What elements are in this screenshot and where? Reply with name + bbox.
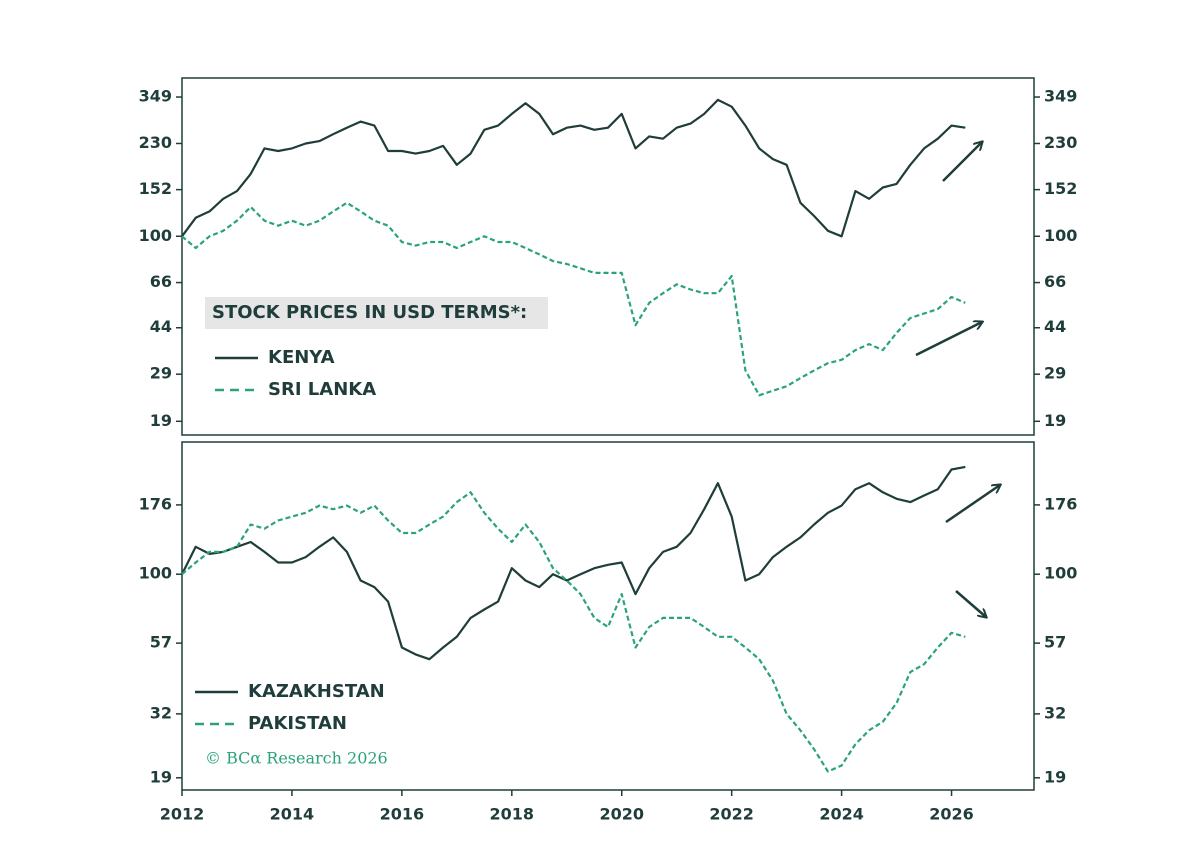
y-tick-label: 44 <box>150 317 172 336</box>
source-note: © BCα Research 2026 <box>205 749 388 768</box>
y2-tick-label: 100 <box>1044 564 1077 583</box>
legend-label: KENYA <box>268 347 335 368</box>
x-tick-label: 2014 <box>270 805 315 824</box>
y-tick-label: 19 <box>150 411 172 430</box>
y2-tick-label: 29 <box>1044 364 1066 383</box>
y2-tick-label: 100 <box>1044 226 1077 245</box>
y-tick-label: 152 <box>139 179 172 198</box>
x-tick-label: 2026 <box>929 805 974 824</box>
arrow <box>955 590 986 617</box>
y2-tick-label: 152 <box>1044 179 1077 198</box>
legend-label: PAKISTAN <box>248 713 347 734</box>
legend-title-box <box>205 297 548 329</box>
y-tick-label: 176 <box>139 494 172 513</box>
y-tick-label: 100 <box>139 226 172 245</box>
top-frame <box>181 77 1035 436</box>
series-line <box>181 98 966 238</box>
y-tick-label: 66 <box>150 272 172 291</box>
x-tick-label: 2016 <box>380 805 425 824</box>
y-tick-label: 32 <box>150 703 172 722</box>
legend-label: KAZAKHSTAN <box>248 681 385 702</box>
y2-tick-label: 176 <box>1044 494 1077 513</box>
bottom-frame <box>181 441 1035 791</box>
y-tick-label: 230 <box>139 133 172 152</box>
x-tick-label: 2018 <box>490 805 535 824</box>
arrow <box>915 322 982 357</box>
y2-tick-label: 44 <box>1044 317 1066 336</box>
y2-tick-label: 349 <box>1044 87 1077 106</box>
series-line <box>181 465 966 661</box>
y2-tick-label: 19 <box>1044 411 1066 430</box>
x-tick-label: 2020 <box>599 805 644 824</box>
x-tick-label: 2022 <box>709 805 754 824</box>
y2-tick-label: 57 <box>1044 633 1066 652</box>
y-tick-label: 100 <box>139 564 172 583</box>
y2-tick-label: 66 <box>1044 272 1066 291</box>
y2-tick-label: 32 <box>1044 703 1066 722</box>
arrow <box>942 142 982 182</box>
series-line <box>181 491 966 773</box>
x-tick-label: 2012 <box>160 805 205 824</box>
y2-tick-label: 230 <box>1044 133 1077 152</box>
trend-arrows <box>915 142 1000 617</box>
y-tick-label: 349 <box>139 87 172 106</box>
y-tick-label: 29 <box>150 364 172 383</box>
y2-tick-label: 19 <box>1044 767 1066 786</box>
arrow <box>945 485 1000 524</box>
y-tick-label: 57 <box>150 633 172 652</box>
y-tick-label: 19 <box>150 767 172 786</box>
legend-label: SRI LANKA <box>268 379 376 400</box>
series-line <box>181 201 966 397</box>
x-tick-label: 2024 <box>819 805 864 824</box>
legend-title: STOCK PRICES IN USD TERMS*: <box>212 302 527 323</box>
